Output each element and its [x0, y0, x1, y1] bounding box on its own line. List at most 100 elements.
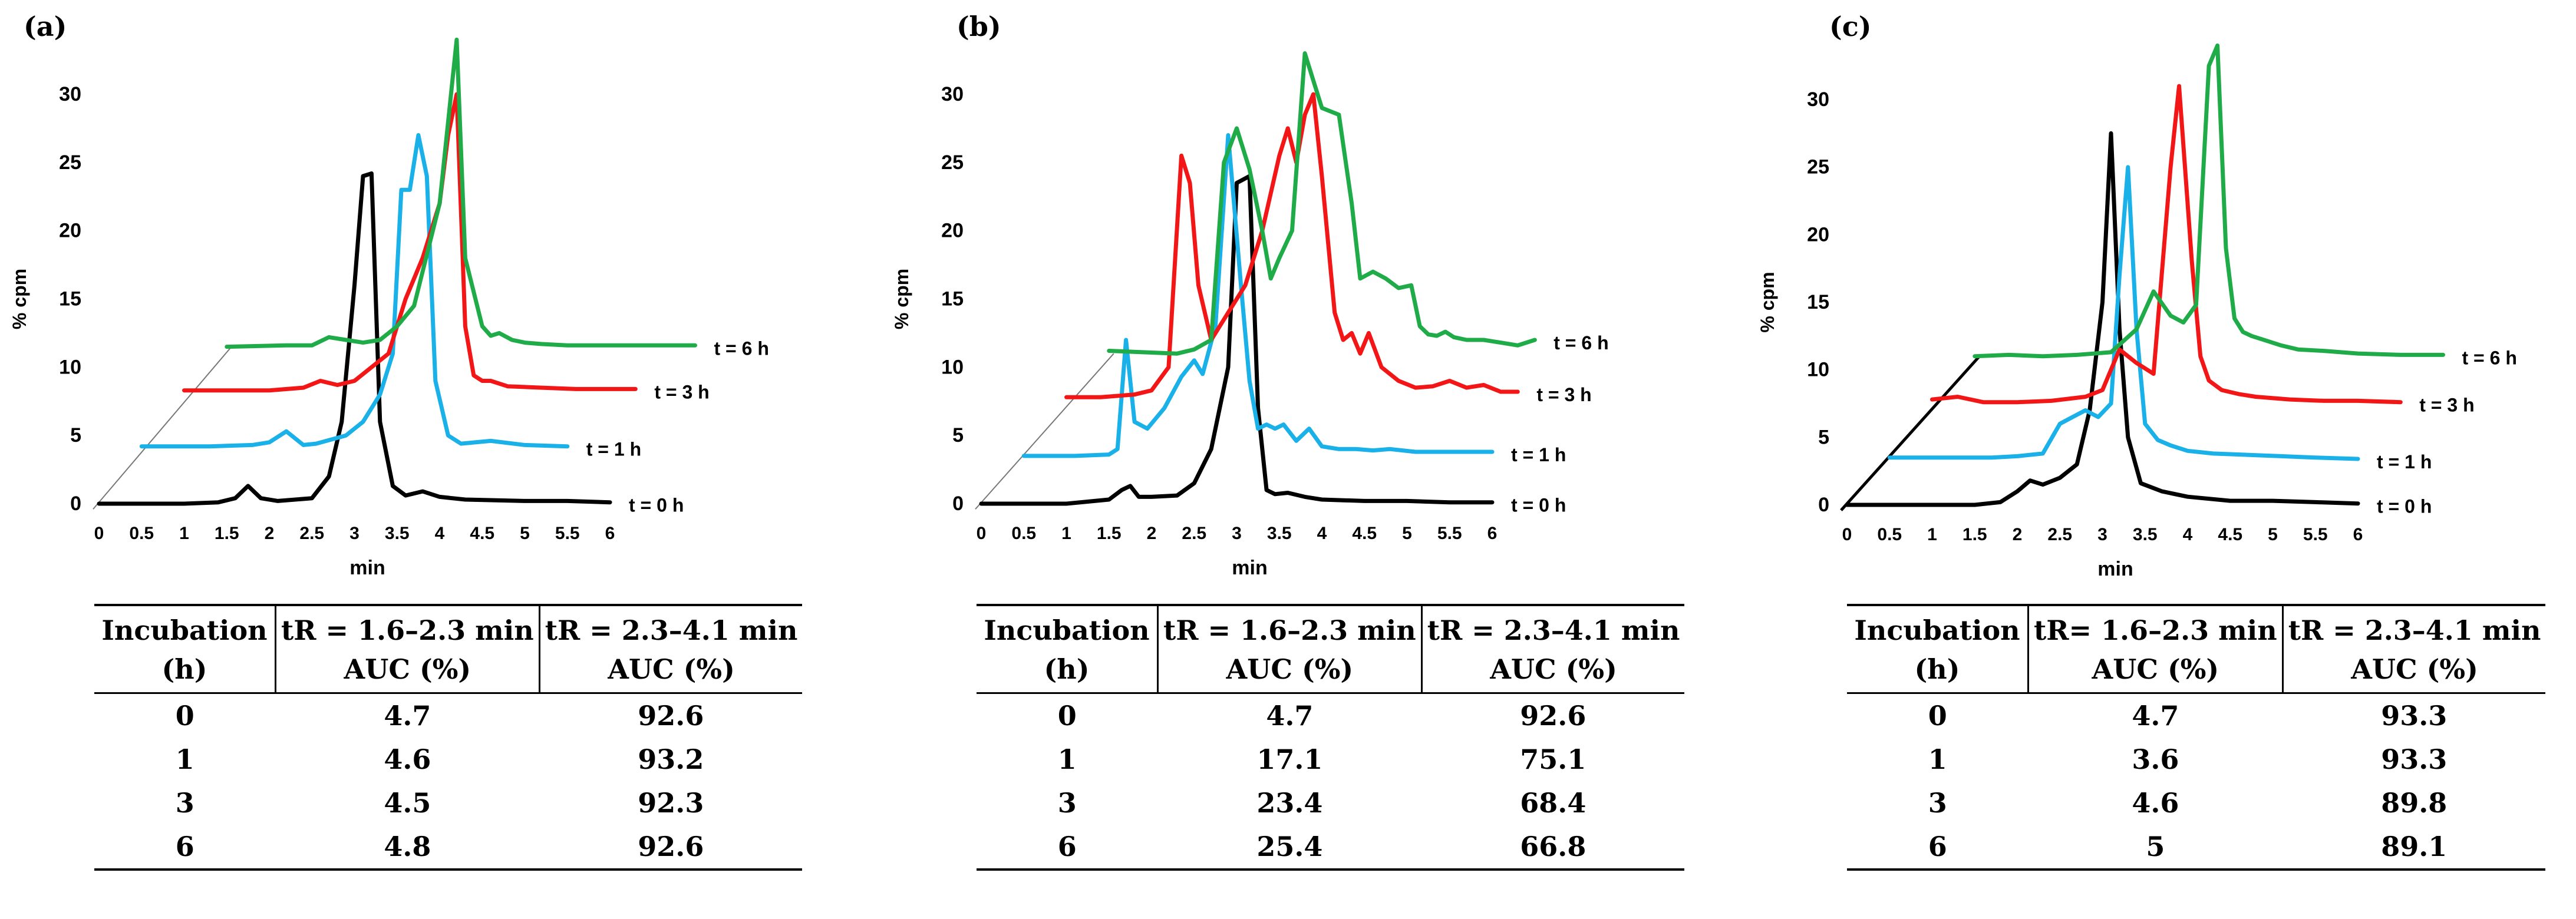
table-cell: 92.6: [1520, 700, 1587, 732]
series-label: t = 3 h: [1536, 384, 1591, 405]
y-axis-label: % cpm: [1757, 272, 1778, 332]
table-cell: 5: [2028, 825, 2283, 871]
auc-table-b: Incubation (h) tR = 1.6–2.3 min AUC (%) tR…: [977, 604, 1685, 871]
x-tick-label: 2.5: [1182, 524, 1206, 543]
x-tick-label: 1: [1061, 524, 1071, 543]
series-label: t = 6 h: [2462, 347, 2517, 368]
col-tr-early: tR = 1.6–2.3 min AUC (%): [275, 604, 540, 694]
x-tick-label: 1.5: [1097, 524, 1122, 543]
col-incubation: Incubation (h): [1847, 604, 2029, 694]
depth-axis: [1840, 355, 1981, 511]
series-line: [1107, 51, 1537, 356]
series-label: t = 1 h: [586, 439, 641, 460]
panel-label: (b): [956, 11, 1001, 42]
x-tick-label: 0.5: [1877, 525, 1902, 544]
y-tick-label: 25: [1807, 156, 1829, 178]
table-cell: 66.8: [1421, 825, 1685, 871]
x-tick-label: 4.5: [2218, 525, 2242, 544]
table-row: 3 4.6 89.8: [1847, 781, 2545, 825]
table-row: 0 4.7 92.6: [94, 693, 802, 738]
chart-c: 0 5 10 15 20 25 30 0 0.5 1 1.5 2 2.5 3 3.5 4 4.5 5 5.5 6 min…: [1757, 43, 2517, 580]
y-tick-label: 15: [1807, 291, 1829, 313]
x-tick-label: 5.5: [555, 524, 580, 543]
series-line: [1887, 165, 2360, 461]
table-header-row: Incubation (h) tR = 1.6–2.3 min AUC (%) tR…: [94, 604, 803, 694]
col-incubation: Incubation (h): [94, 604, 276, 694]
table-cell: 89.8: [2381, 787, 2448, 819]
x-tick-label: 0: [1842, 525, 1852, 544]
y-axis-label: % cpm: [891, 269, 912, 329]
table-cell: 4.7: [1266, 700, 1314, 732]
series-line: [97, 171, 612, 506]
table-cell: 93.3: [2381, 743, 2448, 775]
x-tick-label: 0.5: [129, 524, 154, 543]
table-cell: 92.6: [539, 825, 803, 871]
panel-c: (c) 0 5 10 15 20 25 30 0 0.5 1 1.5 2 2.5 3 3.5 4 4.5 5 5.5…: [1717, 0, 2576, 919]
table-row: 1 4.6 93.2: [94, 738, 802, 781]
series-label: t = 3 h: [2419, 395, 2474, 416]
table-cell: 89.1: [2283, 825, 2546, 871]
panel-label: (a): [24, 11, 67, 42]
x-tick-label: 3: [2097, 525, 2107, 544]
y-tick-label: 5: [952, 424, 964, 447]
series-line: [139, 133, 570, 449]
table-row: 3 23.4 68.4: [977, 781, 1684, 825]
x-tick-label: 0.5: [1011, 524, 1036, 543]
y-tick-label: 15: [941, 288, 964, 310]
table-cell: 6: [977, 825, 1158, 871]
y-tick-label: 20: [1807, 223, 1829, 246]
table-cell: 0: [175, 700, 194, 732]
table-cell: 6: [94, 825, 276, 871]
series-label: t = 3 h: [654, 381, 709, 402]
x-tick-label: 0: [94, 524, 104, 543]
table-cell: 4.6: [384, 743, 431, 775]
chart-b: 0 5 10 15 20 25 30 0 0.5 1 1.5 2 2.5 3 3.5 4 4.5 5 5.5 6 min…: [891, 51, 1609, 579]
y-tick-label: 25: [59, 151, 81, 174]
col-incubation: Incubation (h): [977, 604, 1158, 694]
series-line: [1973, 43, 2445, 359]
x-tick-label: 2: [2013, 525, 2023, 544]
table-cell: 3: [1057, 787, 1077, 819]
x-tick-label: 3.5: [1267, 524, 1292, 543]
x-tick-label: 5: [520, 524, 530, 543]
table-row: 1 17.1 75.1: [977, 738, 1684, 781]
table-cell: 1: [175, 743, 194, 775]
depth-axis: [93, 346, 232, 510]
series-label: t = 1 h: [1511, 444, 1566, 465]
x-tick-label: 3: [349, 524, 359, 543]
series-label: t = 0 h: [2377, 496, 2432, 517]
x-tick-label: 4.5: [470, 524, 494, 543]
chart-a: 0 5 10 15 20 25 30 0 0.5 1 1.5 2 2.5 3 3.5 4 4.5 5 5.5 6 min…: [9, 37, 769, 579]
table-cell: 92.6: [638, 700, 704, 732]
table-cell: 25.4: [1157, 825, 1422, 871]
table-cell: 3: [1928, 787, 1947, 819]
series-label: t = 0 h: [1511, 495, 1566, 516]
auc-table-c: Incubation (h) tR= 1.6–2.3 min AUC (%) tR …: [1847, 604, 2546, 871]
table-cell: 4.5: [384, 787, 431, 819]
panel-label: (c): [1829, 11, 1872, 42]
depth-axis: [975, 353, 1114, 510]
x-tick-label: 6: [605, 524, 615, 543]
x-tick-label: 1.5: [1962, 525, 1987, 544]
table-cell: 23.4: [1256, 787, 1323, 819]
y-tick-label: 20: [941, 220, 964, 242]
x-tick-label: 2: [1147, 524, 1157, 543]
table-row: 0 4.7 93.3: [1847, 693, 2545, 738]
table-cell: 3.6: [2132, 743, 2179, 775]
y-tick-label: 0: [952, 492, 964, 515]
y-tick-label: 30: [941, 83, 964, 105]
x-tick-label: 3: [1232, 524, 1242, 543]
table-row: 6 25.4 66.8: [977, 825, 1685, 871]
panel-a: (a) 0 5 10 15 20 25 30 0 0.5 1 1.5 2 2.5 3 3.5 4 4.5 5 5.5…: [0, 0, 859, 919]
table-row: 6 5 89.1: [1847, 825, 2546, 871]
y-tick-label: 30: [59, 83, 81, 105]
y-axis-label: % cpm: [9, 269, 30, 329]
y-tick-label: 5: [1818, 426, 1829, 448]
table-row: 0 4.7 92.6: [977, 693, 1684, 738]
table-cell: 3: [175, 787, 194, 819]
series-line: [1064, 92, 1520, 399]
x-tick-label: 4: [2183, 525, 2193, 544]
x-tick-label: 5: [2268, 525, 2278, 544]
table-cell: 1: [1928, 743, 1947, 775]
x-axis-label: min: [2097, 558, 2133, 580]
